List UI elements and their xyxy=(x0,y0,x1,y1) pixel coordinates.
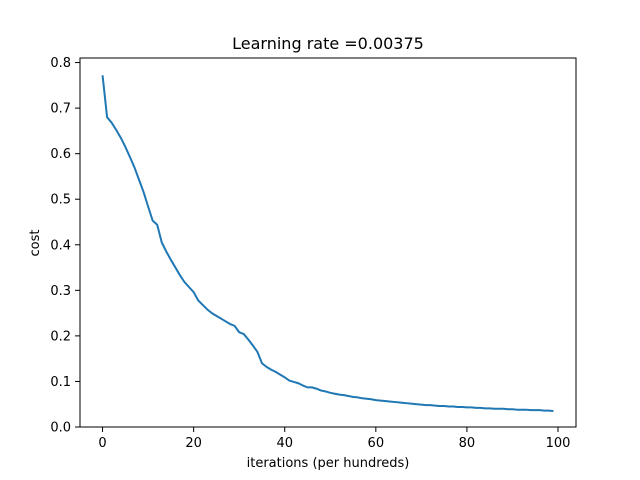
y-tick-label: 0.4 xyxy=(50,238,71,253)
y-tick-label: 0.5 xyxy=(50,193,71,208)
y-axis-ticks: 0.0 0.1 0.2 0.3 0.4 0.5 0.6 0.7 0.8 xyxy=(50,56,80,436)
chart-title: Learning rate =0.00375 xyxy=(232,34,424,53)
y-tick-label: 0.3 xyxy=(50,284,71,299)
y-axis-label: cost xyxy=(28,230,43,257)
x-tick-label: 40 xyxy=(276,436,293,451)
plot-border xyxy=(79,57,577,428)
x-tick-label: 80 xyxy=(459,436,476,451)
x-axis-label: iterations (per hundreds) xyxy=(247,456,410,471)
plot-area xyxy=(79,57,577,428)
plot-background xyxy=(80,58,576,427)
x-axis-ticks: 0 20 40 60 80 100 xyxy=(98,427,570,451)
series-layer xyxy=(101,75,554,413)
y-tick-label: 0.6 xyxy=(50,147,71,162)
x-tick-label: 0 xyxy=(98,436,106,451)
cost-series-line xyxy=(101,75,554,413)
x-tick-label: 100 xyxy=(546,436,571,451)
y-tick-label: 0.0 xyxy=(50,421,71,436)
x-tick-label: 60 xyxy=(368,436,385,451)
y-tick-label: 0.2 xyxy=(50,329,71,344)
y-tick-label: 0.1 xyxy=(50,375,71,390)
y-tick-label: 0.7 xyxy=(50,102,71,117)
x-tick-label: 20 xyxy=(185,436,202,451)
y-tick-label: 0.8 xyxy=(50,56,71,71)
